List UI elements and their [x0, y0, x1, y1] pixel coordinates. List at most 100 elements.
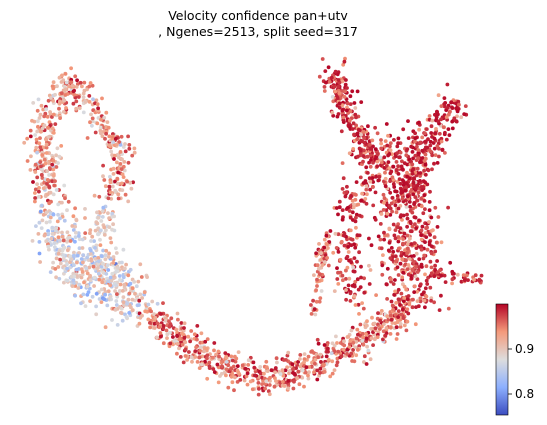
scatter-point [205, 353, 210, 358]
scatter-point [102, 233, 107, 237]
scatter-point [379, 138, 383, 142]
scatter-point [433, 263, 437, 268]
scatter-point [387, 166, 392, 171]
scatter-point [370, 176, 375, 180]
scatter-point [109, 279, 114, 283]
scatter-point [415, 144, 419, 149]
scatter-point [354, 215, 358, 220]
scatter-point [390, 152, 394, 157]
scatter-point [79, 301, 83, 306]
scatter-point [336, 212, 340, 217]
scatter-point [83, 231, 88, 236]
scatter-point [417, 265, 421, 269]
scatter-point [130, 153, 135, 158]
scatter-point [291, 367, 296, 372]
scatter-point [43, 161, 48, 166]
scatter-point [388, 148, 393, 153]
scatter-point [375, 335, 380, 339]
scatter-point [340, 187, 345, 191]
scatter-point [78, 80, 83, 85]
scatter-point [185, 358, 190, 362]
scatter-point [34, 224, 38, 229]
scatter-point [427, 240, 432, 245]
scatter-point [100, 215, 105, 219]
scatter-point [459, 115, 464, 120]
scatter-point [183, 347, 188, 352]
scatter-point [183, 340, 188, 345]
scatter-point [350, 89, 355, 94]
scatter-point [396, 235, 401, 239]
scatter-point [322, 89, 327, 93]
scatter-point [125, 179, 129, 184]
scatter-point [346, 250, 351, 254]
scatter-point [98, 243, 103, 248]
scatter-point [350, 237, 355, 242]
scatter-point [54, 188, 59, 192]
scatter-point [169, 316, 174, 321]
scatter-point [42, 114, 47, 119]
scatter-point [423, 231, 428, 235]
scatter-point [420, 292, 424, 297]
scatter-point [101, 248, 105, 253]
scatter-point [286, 386, 290, 391]
scatter-point [379, 146, 384, 151]
scatter-point [207, 360, 212, 365]
scatter-point [381, 337, 385, 342]
scatter-point [224, 360, 229, 364]
scatter-point [322, 343, 327, 347]
scatter-point [108, 283, 113, 288]
scatter-point [428, 259, 433, 264]
scatter-point [312, 273, 316, 277]
scatter-point [317, 242, 321, 246]
scatter-point [120, 260, 124, 265]
scatter-point [161, 324, 166, 328]
scatter-point [390, 303, 395, 308]
scatter-point [385, 314, 390, 319]
scatter-point [123, 266, 127, 271]
scatter-point [136, 279, 141, 284]
scatter-point [382, 322, 386, 326]
scatter-point [316, 341, 321, 346]
scatter-point [377, 174, 382, 179]
scatter-point [391, 222, 396, 227]
scatter-point [322, 237, 327, 242]
scatter-point [346, 334, 351, 339]
scatter-point [442, 96, 447, 100]
scatter-point [414, 251, 419, 256]
scatter-point [433, 112, 437, 117]
scatter-point [376, 234, 381, 239]
scatter-point [176, 317, 180, 322]
scatter-point [112, 153, 117, 158]
scatter-point [73, 293, 77, 298]
scatter-point [340, 89, 344, 93]
scatter-point [425, 282, 430, 286]
scatter-point [412, 241, 417, 246]
scatter-point [298, 357, 302, 361]
scatter-point [286, 350, 291, 355]
scatter-point [242, 378, 247, 383]
scatter-point [110, 271, 115, 276]
scatter-point [197, 366, 202, 370]
scatter-point [388, 332, 393, 336]
scatter-point [124, 315, 129, 319]
scatter-point [70, 224, 75, 228]
scatter-point [400, 257, 405, 261]
scatter-point [40, 203, 44, 208]
scatter-point [37, 220, 42, 225]
scatter-point [396, 287, 401, 292]
scatter-point [385, 211, 390, 216]
scatter-point [319, 258, 323, 262]
scatter-point [38, 112, 43, 117]
scatter-point [358, 148, 363, 153]
scatter-point [373, 147, 378, 152]
scatter-point [415, 183, 420, 188]
scatter-point [320, 57, 325, 61]
scatter-point [452, 116, 457, 121]
scatter-point [340, 273, 345, 278]
scatter-point [379, 141, 383, 146]
scatter-point [401, 167, 405, 172]
scatter-point [391, 307, 395, 312]
scatter-point [401, 127, 406, 132]
scatter-point [419, 228, 424, 233]
scatter-point [45, 182, 49, 186]
